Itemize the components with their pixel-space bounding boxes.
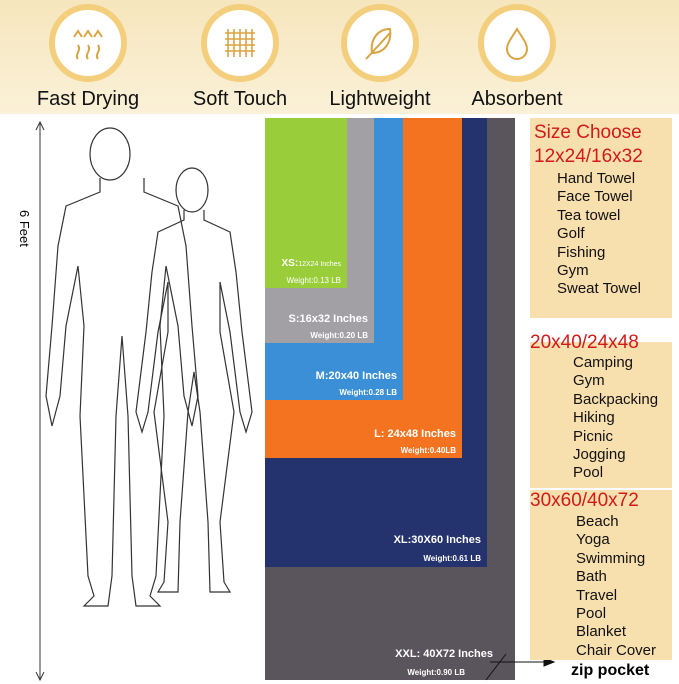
heat-waves-icon [73, 29, 103, 60]
use-item: Yoga [576, 531, 610, 549]
size-panel-2: 20x40/24x48 Camping Gym Backpacking Hiking P… [530, 332, 672, 488]
use-item: Bath [576, 568, 607, 586]
use-item: Backpacking [573, 390, 659, 408]
use-item: Tea towel [557, 206, 621, 224]
water-drop-icon [505, 27, 529, 60]
use-item: Gym [557, 262, 589, 280]
use-item: Gym [573, 372, 605, 390]
use-item: Hiking [573, 409, 615, 427]
size-panel-3: 30x60/40x72 Beach Yoga Swimming Bath Travel P… [530, 490, 672, 660]
human-figures [35, 120, 253, 682]
height-label: 6 Feet [17, 210, 32, 247]
use-item: Beach [576, 513, 619, 530]
use-item: Pool [573, 464, 604, 482]
use-item: Picnic [573, 427, 614, 445]
grid-fabric-icon [225, 29, 255, 57]
use-item: Hand Towel [557, 170, 636, 187]
feature-absorbent: Absorbent [442, 4, 592, 111]
use-item: Travel [576, 586, 618, 604]
use-item: Blanket [576, 623, 627, 641]
use-item: Fishing [557, 243, 606, 261]
use-item: Chair Cover [576, 641, 657, 659]
feature-soft-touch: Soft Touch [165, 4, 315, 111]
feature-lightweight: Lightweight [305, 4, 455, 111]
feature-fast-drying: Fast Drying [13, 4, 163, 111]
use-item: Camping [573, 354, 634, 371]
use-item: Jogging [573, 446, 626, 464]
height-arrow [35, 120, 45, 682]
zip-pointer-arrow [485, 653, 556, 681]
use-item: Sweat Towel [557, 280, 641, 298]
female-figure-outline [135, 167, 253, 593]
zip-pocket-label: zip pocket [571, 662, 650, 679]
use-item: Pool [576, 605, 607, 623]
male-figure-outline [45, 127, 199, 607]
size-panel-1: Size Choose 12x24/16x32 Hand Towel Face T… [530, 118, 672, 318]
feather-icon [365, 27, 392, 60]
size-xs-rect: XS:12X24 Inches Weight:0.13 LB [265, 118, 347, 288]
use-item: Golf [557, 225, 585, 243]
use-item: Face Towel [557, 188, 633, 206]
use-item: Swimming [576, 549, 646, 567]
